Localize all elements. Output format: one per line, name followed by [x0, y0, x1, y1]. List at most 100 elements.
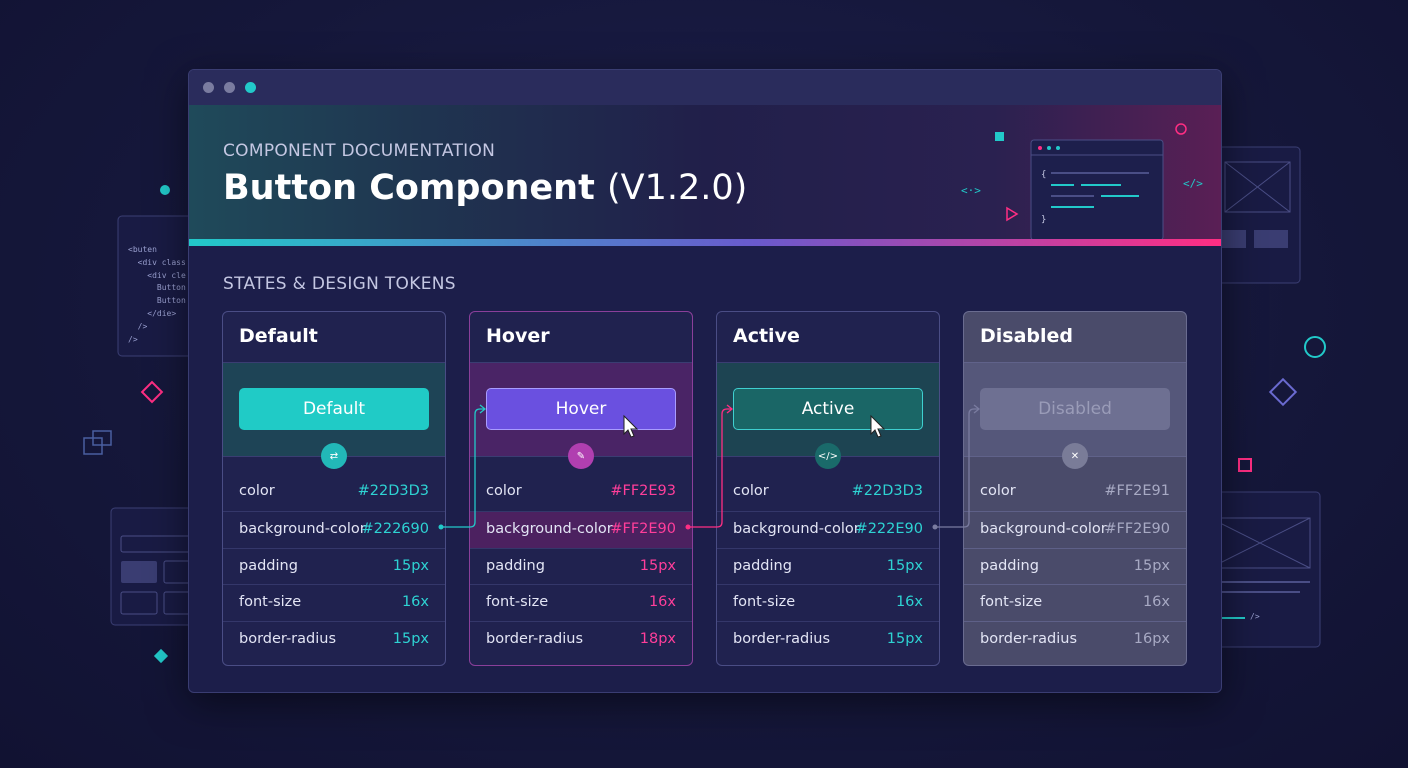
state-name: Disabled [980, 325, 1074, 347]
wireframe-block [1254, 230, 1288, 248]
token-name: color [980, 483, 1016, 499]
connector [688, 408, 732, 528]
code-brace: } [1041, 215, 1046, 225]
wireframe-block [1222, 230, 1246, 248]
token-row: border-radius 15px [717, 621, 939, 658]
token-name: font-size [239, 594, 302, 611]
token-value: 15px [392, 557, 429, 574]
token-name: border-radius [980, 631, 1077, 648]
decor-diamond [1268, 377, 1298, 407]
state-name: Hover [486, 325, 550, 347]
token-name: border-radius [239, 631, 336, 648]
decor-square [92, 430, 112, 446]
token-row: border-radius 15px [223, 621, 445, 658]
token-value: #FF2E93 [610, 483, 676, 499]
connector [441, 408, 485, 528]
token-name: border-radius [733, 631, 830, 648]
arrow-head [973, 404, 981, 414]
state-icon: ⇄ [321, 443, 347, 469]
decor-play [1006, 206, 1019, 222]
code-snippet: <buten <div class <div cle Button Button… [128, 244, 186, 346]
token-name: font-size [486, 594, 549, 611]
token-row: padding 15px [223, 547, 445, 585]
token-row: padding 15px [964, 547, 1186, 585]
wireframe-line [1209, 517, 1311, 569]
decor-diamond [140, 380, 164, 404]
token-name: background-color [486, 520, 613, 537]
decor-square [1238, 458, 1252, 472]
wireframe-line [1224, 161, 1291, 213]
token-value: #222690 [361, 520, 429, 537]
code-line: Button [128, 296, 186, 306]
state-icon: ✕ [1062, 443, 1088, 469]
wireframe-image [1224, 161, 1291, 213]
state-card: Active Active </> color #22D3D3 background-co… [716, 311, 940, 666]
token-row: border-radius 16px [964, 621, 1186, 658]
token-name: font-size [980, 594, 1043, 611]
mini-window [1030, 139, 1164, 239]
connector-dot [438, 524, 444, 530]
token-row: font-size 16x [964, 584, 1186, 621]
token-value: 15px [886, 631, 923, 648]
window-dot [1047, 146, 1051, 150]
browser-window: { } <·> </> COMPONENT DOCUMENTATION Butt… [188, 69, 1222, 693]
token-value: #22D3D3 [851, 483, 923, 499]
code-brace: { [1041, 170, 1046, 180]
decor-glyph: <·> [961, 184, 981, 197]
header-decor: { } <·> </> [961, 123, 1203, 239]
token-row: color #22D3D3 [717, 474, 939, 511]
button-preview: Default [239, 388, 429, 430]
token-name: background-color [980, 520, 1107, 537]
button-preview: Disabled [980, 388, 1170, 430]
token-name: border-radius [486, 631, 583, 648]
token-row: color #FF2E93 [470, 474, 692, 511]
code-line: <div cle [128, 270, 186, 280]
window-dot [203, 82, 214, 93]
cursor [870, 414, 886, 438]
token-name: color [239, 483, 275, 499]
token-name: padding [980, 557, 1039, 574]
token-row: background-color #FF2E90 [470, 510, 692, 548]
page-title: Button Component (V1.2.0) [223, 168, 747, 208]
decor-glyph: </> [1183, 177, 1203, 190]
token-row: background-color #FF2E90 [964, 510, 1186, 548]
connectors [438, 404, 981, 530]
token-value: 16x [648, 594, 676, 611]
card-header: Active [717, 312, 939, 363]
arrow-head [479, 404, 487, 414]
state-card: Hover Hover ✎ color #FF2E93 background-color #… [469, 311, 693, 666]
token-value: #FF2E90 [610, 520, 676, 537]
token-row: border-radius 18px [470, 621, 692, 658]
code-line: /> [128, 334, 138, 344]
token-row: padding 15px [717, 547, 939, 585]
header: { } <·> </> [189, 105, 1221, 239]
token-row: font-size 16x [470, 584, 692, 621]
token-row: background-color #222E90 [717, 510, 939, 548]
token-name: padding [486, 557, 545, 574]
title-bar [189, 70, 1221, 105]
decor-circle [1175, 123, 1187, 135]
token-value: #22D3D3 [357, 483, 429, 499]
token-value: 16x [895, 594, 923, 611]
window-dot [1056, 146, 1060, 150]
decor-dot [160, 185, 170, 195]
code-line: /> [128, 321, 148, 331]
version: (V1.2.0) [607, 168, 748, 208]
decor-glyph: /> [1250, 612, 1260, 621]
token-name: font-size [733, 594, 796, 611]
token-row: padding 15px [470, 547, 692, 585]
title-text: Button Component [223, 168, 595, 208]
token-name: padding [239, 557, 298, 574]
token-row: color #22D3D3 [223, 474, 445, 511]
token-row: font-size 16x [223, 584, 445, 621]
window-dot [1038, 146, 1042, 150]
section-title: STATES & DESIGN TOKENS [223, 274, 456, 294]
card-header: Disabled [964, 312, 1186, 363]
button-preview: Active [733, 388, 923, 430]
token-value: 15px [392, 631, 429, 648]
state-name: Active [733, 325, 800, 347]
token-value: 16x [401, 594, 429, 611]
card-header: Default [223, 312, 445, 363]
token-value: 15px [639, 557, 676, 574]
token-row: color #FF2E91 [964, 474, 1186, 511]
